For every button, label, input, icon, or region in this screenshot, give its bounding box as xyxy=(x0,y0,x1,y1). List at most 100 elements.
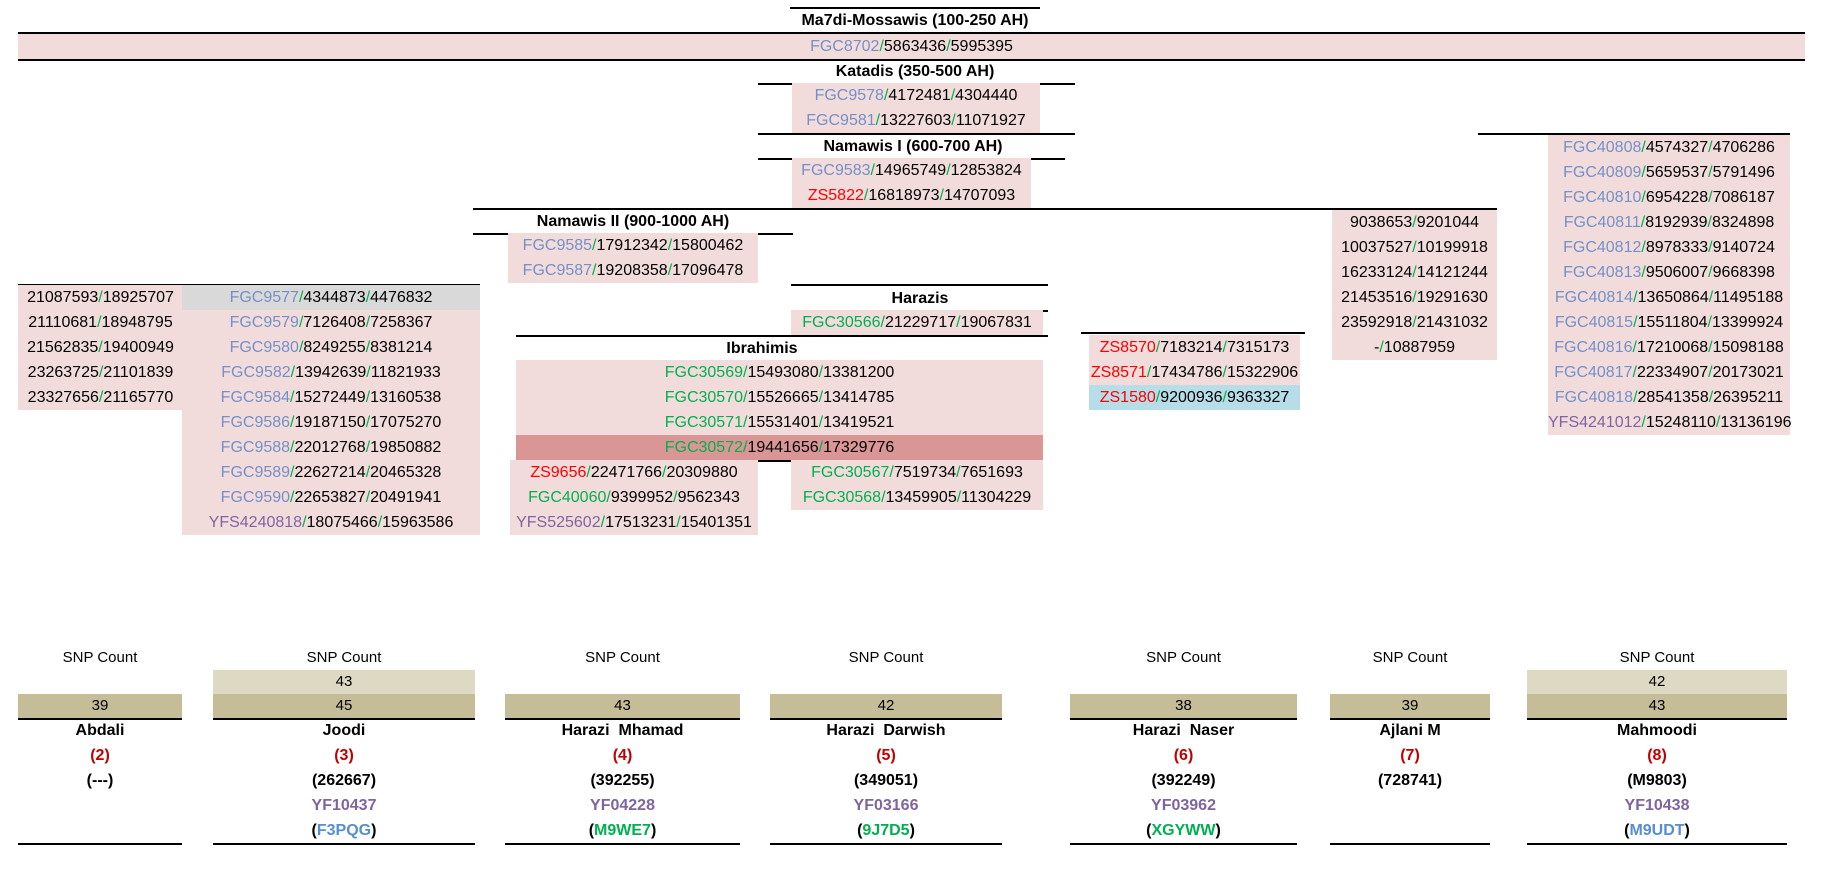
snp-position-value: 17329776 xyxy=(823,439,895,456)
slash-separator: / xyxy=(377,514,383,531)
sample-code: (M9WE7) xyxy=(505,818,740,843)
connector-line xyxy=(1478,133,1790,135)
snp-row: FGC40818/28541358/26395211 xyxy=(1548,385,1790,410)
snp-row: FGC40813/9506007/9668398 xyxy=(1548,260,1790,285)
clade-header: Namawis II (900-1000 AH) xyxy=(536,213,730,230)
panel-bottom-line xyxy=(213,843,475,845)
snp-position-value: 13419521 xyxy=(823,414,895,431)
snp-row: FGC30571/15531401/13419521 xyxy=(516,410,1043,435)
snp-count-label: SNP Count xyxy=(306,649,382,666)
snp-name: FGC8702 xyxy=(810,38,880,55)
clade-header: Ibrahimis xyxy=(726,340,798,357)
snp-block-root-row: FGC8702/5863436/5995395 xyxy=(18,32,1805,61)
snp-position-value: 13459905 xyxy=(885,489,957,506)
slash-separator: / xyxy=(298,289,304,306)
snp-row: FGC9578/4172481/4304440 xyxy=(792,83,1040,108)
slash-separator: / xyxy=(586,464,591,481)
slash-separator: / xyxy=(1155,389,1161,406)
snp-row: FGC30569/15493080/13381200 xyxy=(516,360,1043,385)
snp-position-value: 15531401 xyxy=(747,414,819,431)
snp-row: 23327656/21165770 xyxy=(18,385,183,410)
slash-separator: / xyxy=(742,364,748,381)
snp-position-value: 4344873 xyxy=(303,289,366,306)
paren: ) xyxy=(371,822,377,839)
slash-separator: / xyxy=(889,464,894,481)
snp-name: FGC30566 xyxy=(802,314,881,331)
slash-separator: / xyxy=(1412,264,1417,281)
snp-position-value: 10199918 xyxy=(1416,239,1488,256)
snp-position-value: 17075270 xyxy=(370,414,442,431)
slash-separator: / xyxy=(1379,339,1384,356)
snp-position-value: 9668398 xyxy=(1712,264,1775,281)
slash-separator: / xyxy=(1708,389,1714,406)
snp-count-label: SNP Count xyxy=(62,649,138,666)
snp-name: FGC9577 xyxy=(229,289,299,306)
slash-separator: / xyxy=(742,439,748,456)
snp-row: YFS525602/17513231/15401351 xyxy=(510,510,758,535)
snp-row: FGC8702/5863436/5995395 xyxy=(18,34,1805,59)
slash-separator: / xyxy=(98,364,104,381)
slash-separator: / xyxy=(290,464,295,481)
sample-number: (8) xyxy=(1647,747,1667,764)
kit-number: (392255) xyxy=(590,772,655,789)
slash-separator: / xyxy=(592,237,597,254)
snp-block-namawis-1: FGC9583/14965749/12853824 ZS5822/16818973… xyxy=(792,158,1031,208)
snp-block-left-private: 21087593/18925707 21110681/18948795 215628… xyxy=(18,285,183,410)
snp-position-value: 9506007 xyxy=(1645,264,1709,281)
snp-count-label: SNP Count xyxy=(1372,649,1448,666)
slash-separator: / xyxy=(606,489,611,506)
paren: ) xyxy=(1215,822,1221,839)
snp-row: FGC40814/13650864/11495188 xyxy=(1548,285,1790,310)
snp-name: FGC40815 xyxy=(1554,314,1634,331)
paren: ) xyxy=(909,822,915,839)
slash-separator: / xyxy=(1641,239,1646,256)
snp-position-value: 15248110 xyxy=(1645,414,1716,431)
snp-name: 21562835 xyxy=(27,339,99,356)
snp-position-value: 15511804 xyxy=(1637,314,1708,331)
snp-row: FGC9590/22653827/20491941 xyxy=(182,485,480,510)
snp-position-value: 9562343 xyxy=(677,489,740,506)
snp-block-fgc9577-branch: FGC9577/4344873/4476832 FGC9579/7126408/7… xyxy=(182,285,480,535)
slash-separator: / xyxy=(879,38,884,55)
snp-name: FGC40816 xyxy=(1554,339,1633,356)
snp-position-value: 13650864 xyxy=(1637,289,1709,306)
panel-bottom-line xyxy=(1527,843,1787,845)
snp-row: FGC9585/17912342/15800462 xyxy=(508,233,758,258)
slash-separator: / xyxy=(365,464,371,481)
snp-row: FGC9579/7126408/7258367 xyxy=(182,310,480,335)
snp-block-katadis: FGC9578/4172481/4304440 FGC9581/13227603/… xyxy=(792,83,1040,133)
slash-separator: / xyxy=(883,87,889,104)
slash-separator: / xyxy=(1146,364,1152,381)
snp-position-value: 9363327 xyxy=(1226,389,1290,406)
slash-separator: / xyxy=(1641,414,1646,431)
snp-name: ZS5822 xyxy=(807,187,864,204)
snp-name: YFS4241012 xyxy=(1548,414,1642,431)
connector-line xyxy=(516,460,1043,462)
snp-row: FGC40060/9399952/9562343 xyxy=(510,485,758,510)
slash-separator: / xyxy=(365,289,371,306)
paren: ( xyxy=(311,822,317,839)
snp-name: FGC40811 xyxy=(1563,214,1641,231)
snp-position-value: 5995395 xyxy=(950,38,1013,55)
snp-name: YFS525602 xyxy=(516,514,601,531)
slash-separator: / xyxy=(1633,389,1638,406)
slash-separator: / xyxy=(98,339,103,356)
snp-row: FGC9583/14965749/12853824 xyxy=(792,158,1031,183)
kit-number: (M9803) xyxy=(1627,772,1687,789)
snp-position-value: 22012768 xyxy=(294,439,366,456)
snp-position-value: 13414785 xyxy=(823,389,895,406)
snp-position-value: 21165770 xyxy=(103,389,174,406)
sample-code: (F3PQG) xyxy=(213,818,475,843)
snp-position-value: 10887959 xyxy=(1383,339,1455,356)
snp-name: FGC9578 xyxy=(814,87,884,104)
snp-count-value: 42 xyxy=(770,694,1002,720)
slash-separator: / xyxy=(1155,339,1161,356)
slash-separator: / xyxy=(98,289,103,306)
slash-separator: / xyxy=(1708,164,1713,181)
snp-position-value: 17096478 xyxy=(672,262,744,279)
snp-row: FGC40808/4574327/4706286 xyxy=(1548,135,1790,160)
snp-position-value: 13160538 xyxy=(370,389,442,406)
snp-name: FGC30569 xyxy=(664,364,743,381)
snp-position-value: 18925707 xyxy=(102,289,174,306)
